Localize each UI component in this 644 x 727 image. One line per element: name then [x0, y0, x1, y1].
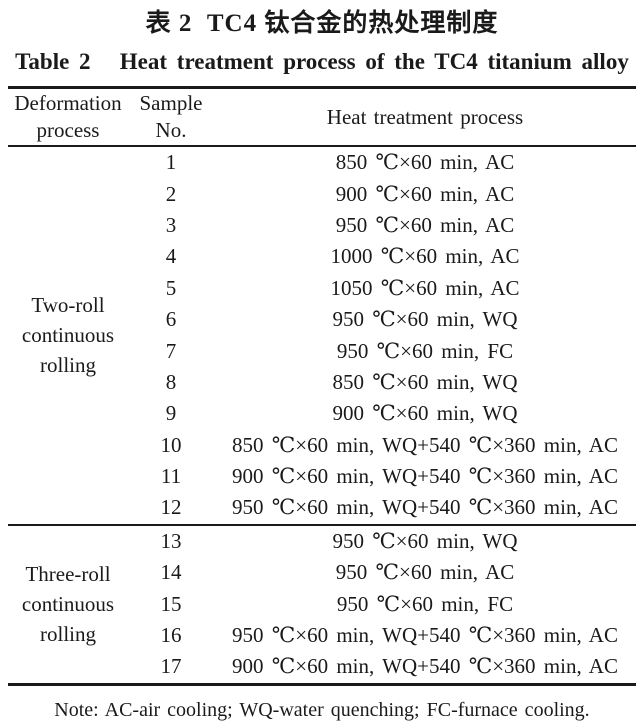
table-row: 15 950 ℃×60 min, FC	[8, 588, 636, 619]
heat-treatment-cell: 950 ℃×60 min, AC	[335, 560, 515, 585]
table-footnote: Note: AC-air cooling; WQ-water quenching…	[54, 698, 590, 721]
table-row: 3 950 ℃×60 min, AC	[8, 210, 636, 241]
heat-treatment-cell: 900 ℃×60 min, WQ+540 ℃×360 min, AC	[232, 654, 618, 679]
sample-no-cell: 11	[160, 464, 182, 489]
table-row: 4 1000 ℃×60 min, AC	[8, 241, 636, 272]
table-row: Two-roll continuous rolling 1 850 ℃×60 min…	[8, 146, 636, 377]
sample-no-cell: 9	[165, 401, 177, 426]
heat-treatment-cell: 1050 ℃×60 min, AC	[330, 275, 520, 300]
heat-treatment-cell: 1000 ℃×60 min, AC	[330, 244, 520, 269]
sample-no-cell: 3	[165, 212, 177, 237]
sample-no-cell: 5	[165, 275, 177, 300]
table-row: 8 850 ℃×60 min, WQ	[8, 367, 636, 398]
heat-treatment-cell: 850 ℃×60 min, AC	[335, 150, 515, 175]
sample-no-cell: 16	[160, 623, 182, 648]
sample-no-cell: 14	[160, 560, 182, 585]
sample-no-cell: 4	[165, 244, 177, 269]
table-row: 11 900 ℃×60 min, WQ+540 ℃×360 min, AC	[8, 461, 636, 492]
sample-no-cell: 7	[165, 338, 177, 363]
sample-no-cell: 6	[165, 307, 177, 332]
table-row: 12 950 ℃×60 min, WQ+540 ℃×360 min, AC	[8, 492, 636, 524]
heat-treatment-cell: 950 ℃×60 min, WQ	[332, 528, 518, 553]
header-row: Deformation process Sample No. Heat trea…	[8, 88, 636, 146]
heat-treatment-cell: 900 ℃×60 min, WQ	[332, 401, 518, 426]
table-row: 2 900 ℃×60 min, AC	[8, 178, 636, 209]
heat-treatment-cell: 900 ℃×60 min, AC	[335, 181, 515, 206]
heat-treatment-table: Deformation process Sample No. Heat trea…	[8, 86, 636, 686]
heat-treatment-cell: 950 ℃×60 min, WQ+540 ℃×360 min, AC	[232, 623, 618, 648]
deformation-process-cell: Two-roll continuous rolling	[21, 293, 115, 378]
table-row: 7 950 ℃×60 min, FC	[8, 335, 636, 366]
sample-no-cell: 8	[165, 369, 177, 394]
heat-treatment-cell: 950 ℃×60 min, AC	[335, 212, 515, 237]
heat-treatment-cell: 850 ℃×60 min, WQ+540 ℃×360 min, AC	[232, 432, 618, 457]
sample-no-cell: 2	[165, 181, 177, 206]
table-row: 9 900 ℃×60 min, WQ	[8, 398, 636, 429]
sample-no-cell: 12	[160, 495, 182, 520]
table-body: Two-roll continuous rolling 1 850 ℃×60 min…	[8, 146, 636, 684]
sample-no-cell: 10	[160, 432, 182, 457]
sample-no-cell: 17	[160, 654, 182, 679]
sample-no-cell: 15	[160, 591, 182, 616]
heat-treatment-cell: 850 ℃×60 min, WQ	[332, 369, 518, 394]
table-row: 5 1050 ℃×60 min, AC	[8, 273, 636, 304]
heat-treatment-cell: 950 ℃×60 min, WQ+540 ℃×360 min, AC	[232, 495, 618, 520]
table-row: 10 850 ℃×60 min, WQ+540 ℃×360 min, AC	[8, 430, 636, 461]
table-title-english: Table 2 Heat treatment process of the TC…	[15, 49, 629, 74]
col-header-sample-no: Sample No.	[139, 91, 203, 142]
sample-no-cell: 13	[160, 528, 182, 553]
heat-treatment-cell: 950 ℃×60 min, WQ	[332, 307, 518, 332]
heat-treatment-cell: 950 ℃×60 min, FC	[336, 338, 514, 363]
table-row: 14 950 ℃×60 min, AC	[8, 557, 636, 588]
heat-treatment-cell: 900 ℃×60 min, WQ+540 ℃×360 min, AC	[232, 464, 618, 489]
col-header-heat-treatment: Heat treatment process	[326, 104, 524, 129]
col-header-deformation-process: Deformation process	[14, 91, 122, 142]
sample-no-cell: 1	[165, 150, 177, 175]
heat-treatment-cell: 950 ℃×60 min, FC	[336, 591, 514, 616]
table-title-chinese: 表 2 TC4 钛合金的热处理制度	[145, 10, 499, 37]
table-row: 16 950 ℃×60 min, WQ+540 ℃×360 min, AC	[8, 620, 636, 651]
table-row: Three-roll continuous rolling 13 950 ℃×60 …	[8, 524, 636, 646]
deformation-process-cell: Three-roll continuous rolling	[21, 562, 115, 647]
table-row: 17 900 ℃×60 min, WQ+540 ℃×360 min, AC	[8, 651, 636, 684]
table-row: 6 950 ℃×60 min, WQ	[8, 304, 636, 335]
table-header: Deformation process Sample No. Heat trea…	[8, 88, 636, 146]
